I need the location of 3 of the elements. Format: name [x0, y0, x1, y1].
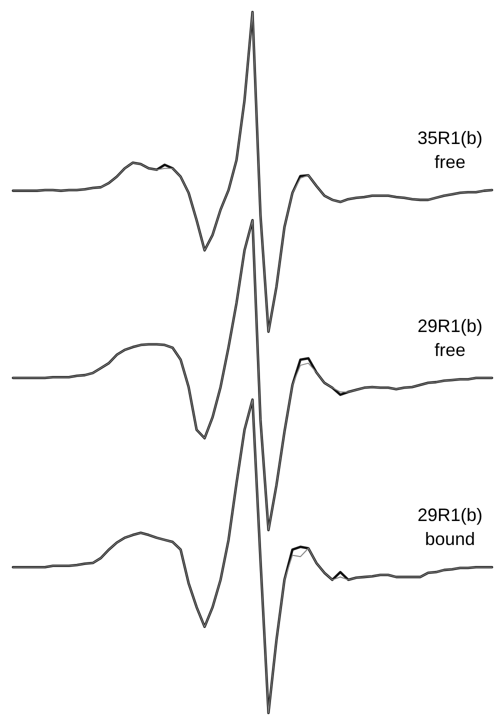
annotation: 35R1(b) free: [417, 128, 483, 172]
annotation: 29R1(b) bound: [417, 505, 483, 550]
annotation: 29R1(b) free: [417, 316, 483, 360]
